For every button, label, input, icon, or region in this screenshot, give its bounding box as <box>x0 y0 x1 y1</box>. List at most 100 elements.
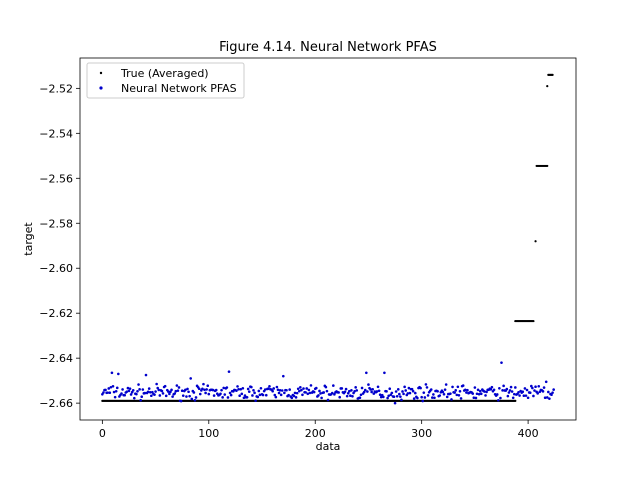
neural-network-point <box>236 385 239 388</box>
neural-network-point <box>305 387 309 390</box>
neural-network-point <box>505 387 509 391</box>
x-tick-label: 100 <box>198 427 219 440</box>
neural-network-point <box>157 388 161 392</box>
neural-network-point <box>198 392 202 396</box>
true-averaged-point <box>534 240 537 243</box>
neural-network-point <box>410 387 414 391</box>
neural-network-point <box>526 396 530 400</box>
neural-network-point <box>484 394 487 397</box>
neural-network-point <box>472 396 476 400</box>
neural-network-point <box>551 391 554 394</box>
neural-network-point <box>240 392 244 396</box>
neural-network-point <box>547 390 550 394</box>
neural-network-point <box>465 391 468 394</box>
neural-network-point <box>214 388 218 392</box>
neural-network-point <box>192 391 196 394</box>
neural-network-point <box>297 389 301 393</box>
neural-network-point <box>402 392 405 396</box>
neural-network-point <box>253 391 256 395</box>
neural-network-point <box>399 395 402 398</box>
neural-network-point <box>394 390 398 393</box>
neural-network-point <box>257 389 261 393</box>
neural-network-point <box>419 386 422 390</box>
neural-network-point <box>169 390 172 394</box>
y-axis: −2.66 −2.64 −2.62 −2.60 −2.58 −2.56 −2.54 −2.52 <box>39 82 80 410</box>
neural-network-point <box>245 395 249 399</box>
neural-network-point <box>264 393 268 397</box>
neural-network-point <box>489 388 493 391</box>
neural-network-point <box>510 390 514 393</box>
y-tick-label: −2.56 <box>39 172 73 185</box>
neural-network-point <box>219 392 222 396</box>
neural-network-point <box>155 382 158 386</box>
neural-network-point <box>363 388 367 392</box>
neural-network-point <box>131 388 135 392</box>
neural-network-point <box>544 380 548 384</box>
neural-network-point <box>128 387 132 390</box>
neural-network-point <box>135 392 138 396</box>
legend-marker-true <box>99 71 103 75</box>
neural-network-point <box>369 388 372 391</box>
neural-network-point <box>531 386 534 390</box>
neural-network-point <box>395 394 399 398</box>
plot-frame <box>79 57 577 421</box>
neural-network-point <box>206 384 210 388</box>
neural-network-point <box>502 384 505 388</box>
neural-network-point <box>102 391 105 394</box>
neural-network-point <box>277 391 281 395</box>
neural-network-point <box>499 396 502 400</box>
neural-network-point <box>508 389 512 392</box>
x-tick-label: 200 <box>305 427 326 440</box>
neural-network-point <box>300 388 303 392</box>
neural-network-point <box>235 389 238 392</box>
neural-network-point <box>543 396 547 400</box>
neural-network-point <box>163 384 167 388</box>
neural-network-point <box>126 386 130 390</box>
x-tick-label: 400 <box>518 427 539 440</box>
neural-network-point <box>390 391 394 395</box>
neural-network-point <box>137 383 140 386</box>
neural-network-point <box>433 396 436 400</box>
neural-network-point <box>278 388 282 392</box>
neural-network-point <box>459 397 463 400</box>
neural-network-point <box>153 393 156 396</box>
x-axis-label: data <box>316 440 341 453</box>
neural-network-point <box>507 391 511 394</box>
neural-network-point <box>388 387 392 391</box>
neural-network-point <box>272 387 276 390</box>
neural-network-point <box>207 392 211 396</box>
true-averaged-point <box>551 73 554 76</box>
neural-network-point <box>444 383 448 386</box>
neural-network-point <box>441 390 445 394</box>
neural-network-point <box>408 391 412 395</box>
chart-title: Figure 4.14. Neural Network PFAS <box>219 40 437 55</box>
neural-network-point <box>268 385 271 388</box>
neural-network-point <box>464 388 467 392</box>
neural-network-point <box>455 393 459 397</box>
neural-network-point <box>204 391 207 395</box>
neural-network-point <box>154 390 157 393</box>
neural-network-point <box>120 392 123 395</box>
neural-network-point <box>425 386 429 389</box>
neural-network-point <box>423 396 427 399</box>
neural-network-point <box>171 395 174 398</box>
neural-network-point <box>344 387 348 391</box>
neural-network-point <box>500 361 503 364</box>
neural-network-point <box>411 389 415 393</box>
neural-network-point <box>392 395 396 399</box>
neural-network-point <box>521 390 525 394</box>
neural-network-point <box>400 398 403 402</box>
neural-network-point <box>337 391 340 394</box>
neural-network-point <box>436 390 439 393</box>
neural-network-point <box>187 390 190 394</box>
neural-network-point <box>275 385 279 389</box>
neural-network-point <box>314 386 318 390</box>
neural-network-point <box>478 389 482 393</box>
neural-network-point <box>250 385 253 389</box>
neural-network-point <box>222 386 225 390</box>
plot-area <box>79 57 577 421</box>
neural-network-point <box>353 390 356 393</box>
neural-network-point <box>164 394 168 398</box>
neural-network-point <box>167 390 170 393</box>
